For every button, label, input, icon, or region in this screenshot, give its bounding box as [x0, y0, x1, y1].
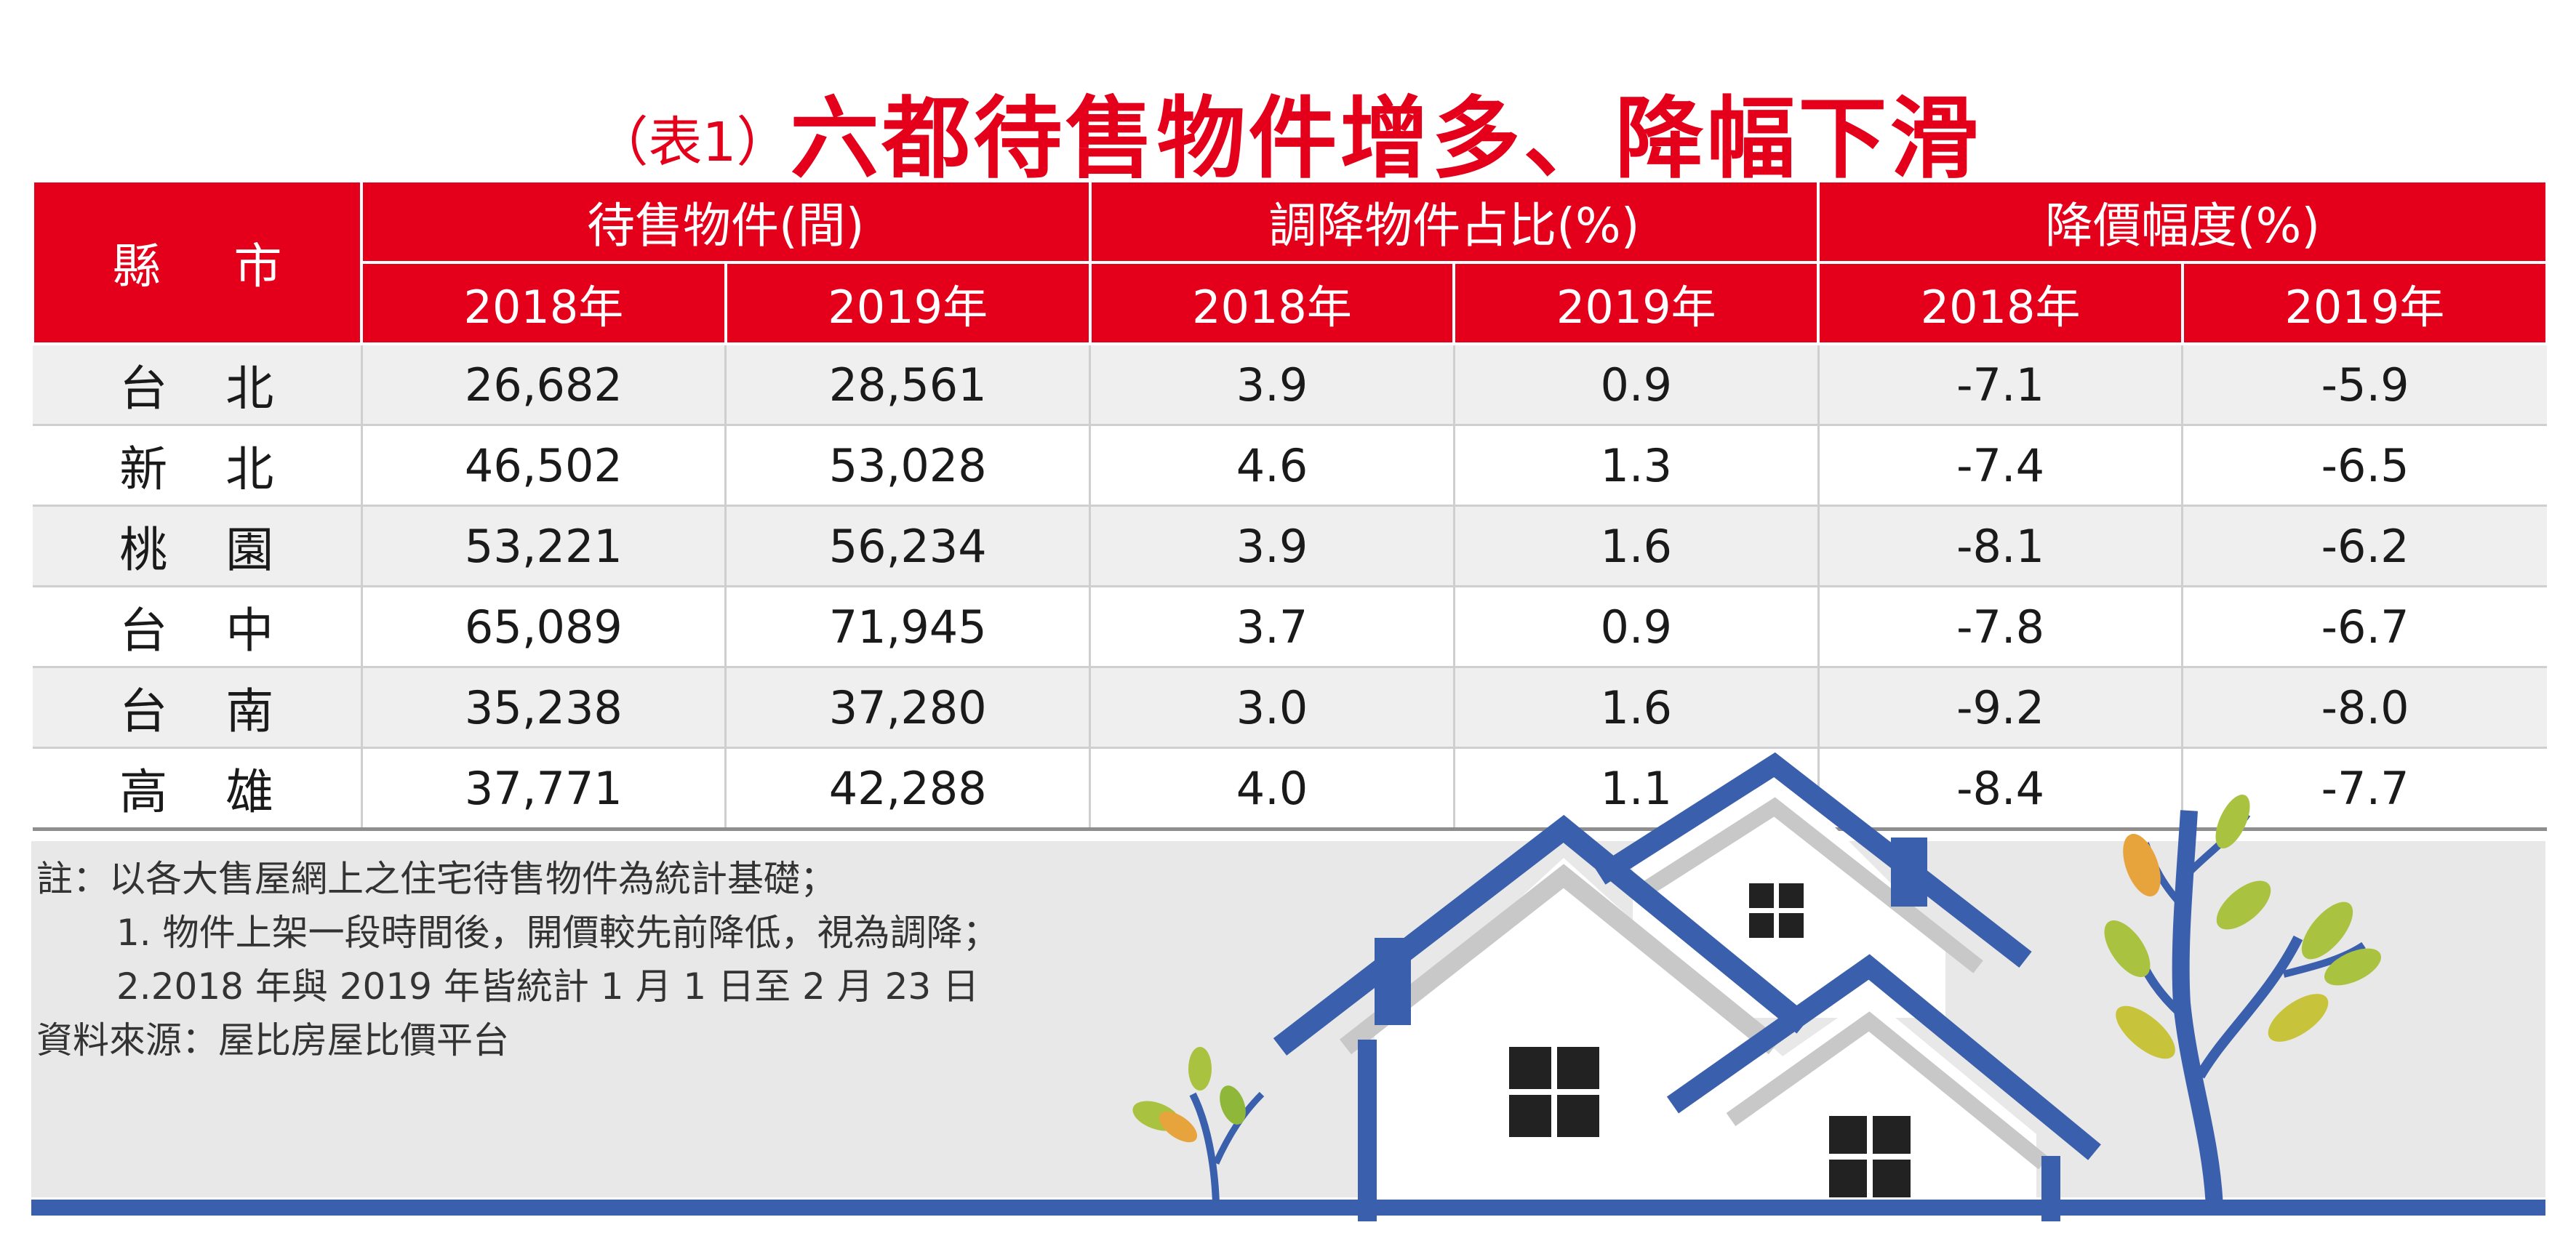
sprout-icon [1132, 1047, 1265, 1204]
title-prefix: （表1） [594, 111, 791, 174]
note-line: 2.2018 年與 2019 年皆統計 1 月 1 日至 2 月 23 日 [116, 965, 980, 1008]
county-cell: 台中 [33, 586, 363, 668]
county-cell: 台南 [33, 667, 363, 749]
group-header-listings: 待售物件(間) [360, 180, 1092, 264]
year-header: 2019年 [724, 261, 1092, 345]
table-cell: 26,682 [361, 344, 727, 426]
table-cell: 1.3 [1454, 425, 1820, 507]
table-cell: 56,234 [725, 505, 1092, 587]
table-cell: 42,288 [725, 747, 1092, 831]
table-cell: 4.6 [1089, 425, 1455, 507]
table-cell: 0.9 [1454, 586, 1820, 668]
table-cell: 4.0 [1089, 747, 1455, 831]
table-cell: 3.9 [1089, 344, 1455, 426]
table-row: 高雄 37,771 42,288 4.0 1.1 -8.4 -7.7 [33, 747, 2547, 831]
table-cell: -6.5 [2182, 425, 2547, 507]
note-line: 註：以各大售屋網上之住宅待售物件為統計基礎； [36, 858, 836, 900]
notes-block: 註：以各大售屋網上之住宅待售物件為統計基礎； 1. 物件上架一段時間後，開價較先… [36, 852, 999, 1067]
table-row: 台南 35,238 37,280 3.0 1.6 -9.2 -8.0 [33, 667, 2547, 749]
house-icon [1666, 954, 2101, 1221]
table-row: 台中 65,089 71,945 3.7 0.9 -7.8 -6.7 [33, 586, 2547, 668]
table-cell: 37,280 [725, 667, 1092, 749]
county-column-header: 縣 市 [31, 180, 363, 345]
table-row: 新北 46,502 53,028 4.6 1.3 -7.4 -6.5 [33, 425, 2547, 507]
year-header: 2019年 [1452, 261, 1820, 345]
county-cell: 高雄 [33, 747, 363, 831]
table-cell: 3.9 [1089, 505, 1455, 587]
chart-title: （表1）六都待售物件增多、降幅下滑 [0, 67, 2576, 190]
ground-line [31, 1200, 2545, 1216]
table-cell: 71,945 [725, 586, 1092, 668]
table-cell: 0.9 [1454, 344, 1820, 426]
county-cell: 台北 [33, 344, 363, 426]
county-cell: 桃園 [33, 505, 363, 587]
year-header: 2018年 [360, 261, 727, 345]
group-header-cut-range: 降價幅度(%) [1817, 180, 2548, 264]
year-header: 2018年 [1088, 261, 1456, 345]
table-cell: -7.1 [1818, 344, 2184, 426]
table-cell: 37,771 [361, 747, 727, 831]
data-table-container: 縣 市 待售物件(間) 調降物件占比(%) 降價幅度(%) 2018年 2019… [31, 180, 2548, 831]
table-cell: 1.6 [1454, 505, 1820, 587]
table-cell: -6.7 [2182, 586, 2547, 668]
table-cell: 1.6 [1454, 667, 1820, 749]
table-cell: 53,221 [361, 505, 727, 587]
tree-icon [2104, 794, 2381, 1208]
table-cell: 3.0 [1089, 667, 1455, 749]
table-cell: 46,502 [361, 425, 727, 507]
county-cell: 新北 [33, 425, 363, 507]
note-line: 1. 物件上架一段時間後，開價較先前降低，視為調降； [116, 912, 999, 954]
table-cell: 53,028 [725, 425, 1092, 507]
year-header: 2018年 [1817, 261, 2184, 345]
table-cell: -6.2 [2182, 505, 2547, 587]
table-row: 台北 26,682 28,561 3.9 0.9 -7.1 -5.9 [33, 344, 2547, 426]
title-main: 六都待售物件增多、降幅下滑 [790, 87, 1982, 190]
source-line: 資料來源：屋比房屋比價平台 [36, 1019, 509, 1061]
table-cell: -8.1 [1818, 505, 2184, 587]
table-cell: 28,561 [725, 344, 1092, 426]
table-cell: -5.9 [2182, 344, 2547, 426]
table-header: 縣 市 待售物件(間) 調降物件占比(%) 降價幅度(%) 2018年 2019… [31, 180, 2548, 345]
table-body: 台北 26,682 28,561 3.9 0.9 -7.1 -5.9 新北 46… [33, 344, 2547, 831]
table-cell: 3.7 [1089, 586, 1455, 668]
table-cell: -8.0 [2182, 667, 2547, 749]
table-cell: -9.2 [1818, 667, 2184, 749]
house-icon [1273, 814, 1811, 1221]
year-header: 2019年 [2180, 261, 2548, 345]
table-cell: 65,089 [361, 586, 727, 668]
table-cell: 35,238 [361, 667, 727, 749]
table-cell: -8.4 [1818, 747, 2184, 831]
group-header-cut-ratio: 調降物件占比(%) [1088, 180, 1820, 264]
table-row: 桃園 53,221 56,234 3.9 1.6 -8.1 -6.2 [33, 505, 2547, 587]
table-cell: -7.4 [1818, 425, 2184, 507]
table-cell: -7.8 [1818, 586, 2184, 668]
data-table: 縣 市 待售物件(間) 調降物件占比(%) 降價幅度(%) 2018年 2019… [31, 180, 2548, 831]
